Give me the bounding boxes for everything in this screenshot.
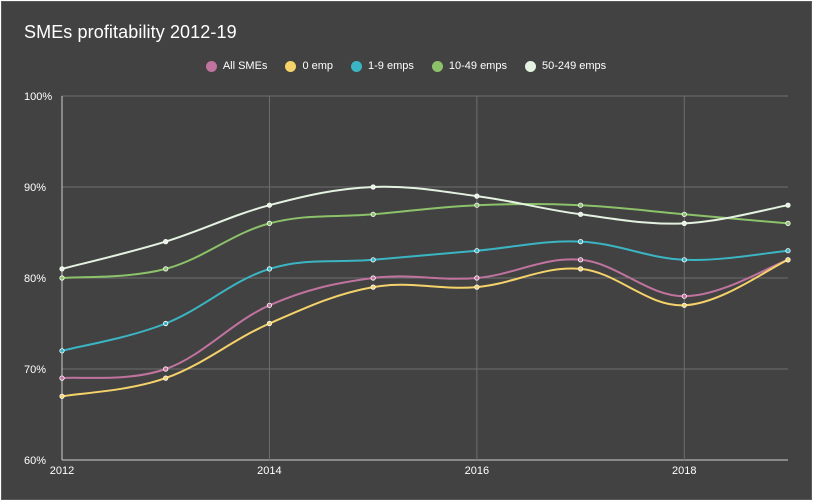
data-point[interactable] <box>163 266 169 272</box>
data-point[interactable] <box>266 320 273 327</box>
x-tick-label: 2016 <box>465 465 489 477</box>
series-line <box>61 185 789 270</box>
legend-swatch <box>285 60 297 72</box>
data-point[interactable] <box>681 220 687 226</box>
data-point[interactable] <box>785 257 791 263</box>
series-lines <box>61 185 789 398</box>
x-tick-label: 2018 <box>672 465 696 477</box>
x-tick-label: 2012 <box>50 465 74 477</box>
data-point[interactable] <box>681 293 687 299</box>
data-point[interactable] <box>785 202 791 208</box>
legend-swatch <box>524 60 536 72</box>
data-point[interactable] <box>474 284 480 290</box>
data-point[interactable] <box>577 211 584 217</box>
data-point[interactable] <box>163 239 169 245</box>
series-line <box>61 202 789 279</box>
data-point[interactable] <box>163 320 169 327</box>
y-tick-label: 80% <box>24 273 46 285</box>
data-point[interactable] <box>59 375 65 381</box>
legend-item[interactable]: All SMEs <box>205 60 268 72</box>
data-point[interactable] <box>681 211 687 217</box>
data-point[interactable] <box>163 366 169 372</box>
legend-label: 50-249 emps <box>541 60 607 72</box>
data-point[interactable] <box>266 266 273 272</box>
legend-item[interactable]: 1-9 emps <box>351 60 414 72</box>
data-point[interactable] <box>370 211 376 217</box>
data-point[interactable] <box>163 375 169 381</box>
legend-label: 0 emp <box>302 60 334 72</box>
y-tick-label: 60% <box>24 455 46 467</box>
data-point[interactable] <box>577 239 584 245</box>
data-point[interactable] <box>370 184 376 190</box>
series-line <box>61 258 789 398</box>
data-point[interactable] <box>59 348 65 354</box>
data-point[interactable] <box>474 202 480 208</box>
data-point[interactable] <box>474 248 480 254</box>
data-point[interactable] <box>266 220 273 226</box>
data-point[interactable] <box>370 257 376 263</box>
data-point[interactable] <box>474 275 480 281</box>
series-line <box>61 240 789 352</box>
data-point[interactable] <box>59 266 65 272</box>
data-point[interactable] <box>785 220 791 226</box>
axis-ticks: 60% 70% 80% 90% 100% 2012 2014 2016 2018 <box>24 91 697 477</box>
legend-item[interactable]: 50-249 emps <box>524 60 607 72</box>
series-points <box>59 184 791 399</box>
y-tick-label: 90% <box>24 182 46 194</box>
data-point[interactable] <box>59 393 65 399</box>
legend-swatch <box>431 60 443 72</box>
legend-item[interactable]: 0 emp <box>285 60 333 72</box>
data-point[interactable] <box>59 275 65 281</box>
data-point[interactable] <box>577 202 584 208</box>
data-point[interactable] <box>370 275 376 281</box>
data-point[interactable] <box>370 284 376 290</box>
data-point[interactable] <box>577 257 584 263</box>
data-point[interactable] <box>474 193 480 199</box>
series-line <box>61 258 789 380</box>
data-point[interactable] <box>577 266 584 272</box>
y-tick-label: 100% <box>24 91 52 103</box>
data-point[interactable] <box>266 302 273 308</box>
legend-item[interactable]: 10-49 emps <box>431 60 507 72</box>
legend-label: 10-49 emps <box>448 60 507 72</box>
legend-label: 1-9 emps <box>368 60 414 72</box>
data-point[interactable] <box>681 257 687 263</box>
chart-legend: All SMEs 0 emp 1-9 emps 10-49 emps 50-249 em… <box>0 60 812 72</box>
y-tick-label: 70% <box>24 364 46 376</box>
legend-label: All SMEs <box>222 60 268 72</box>
data-point[interactable] <box>785 248 791 254</box>
data-point[interactable] <box>681 302 687 308</box>
x-tick-label: 2014 <box>257 465 281 477</box>
chart-title: SMEs profitability 2012-19 <box>24 22 237 42</box>
legend-swatch <box>351 60 363 72</box>
legend-swatch <box>205 60 217 72</box>
data-point[interactable] <box>266 202 273 208</box>
